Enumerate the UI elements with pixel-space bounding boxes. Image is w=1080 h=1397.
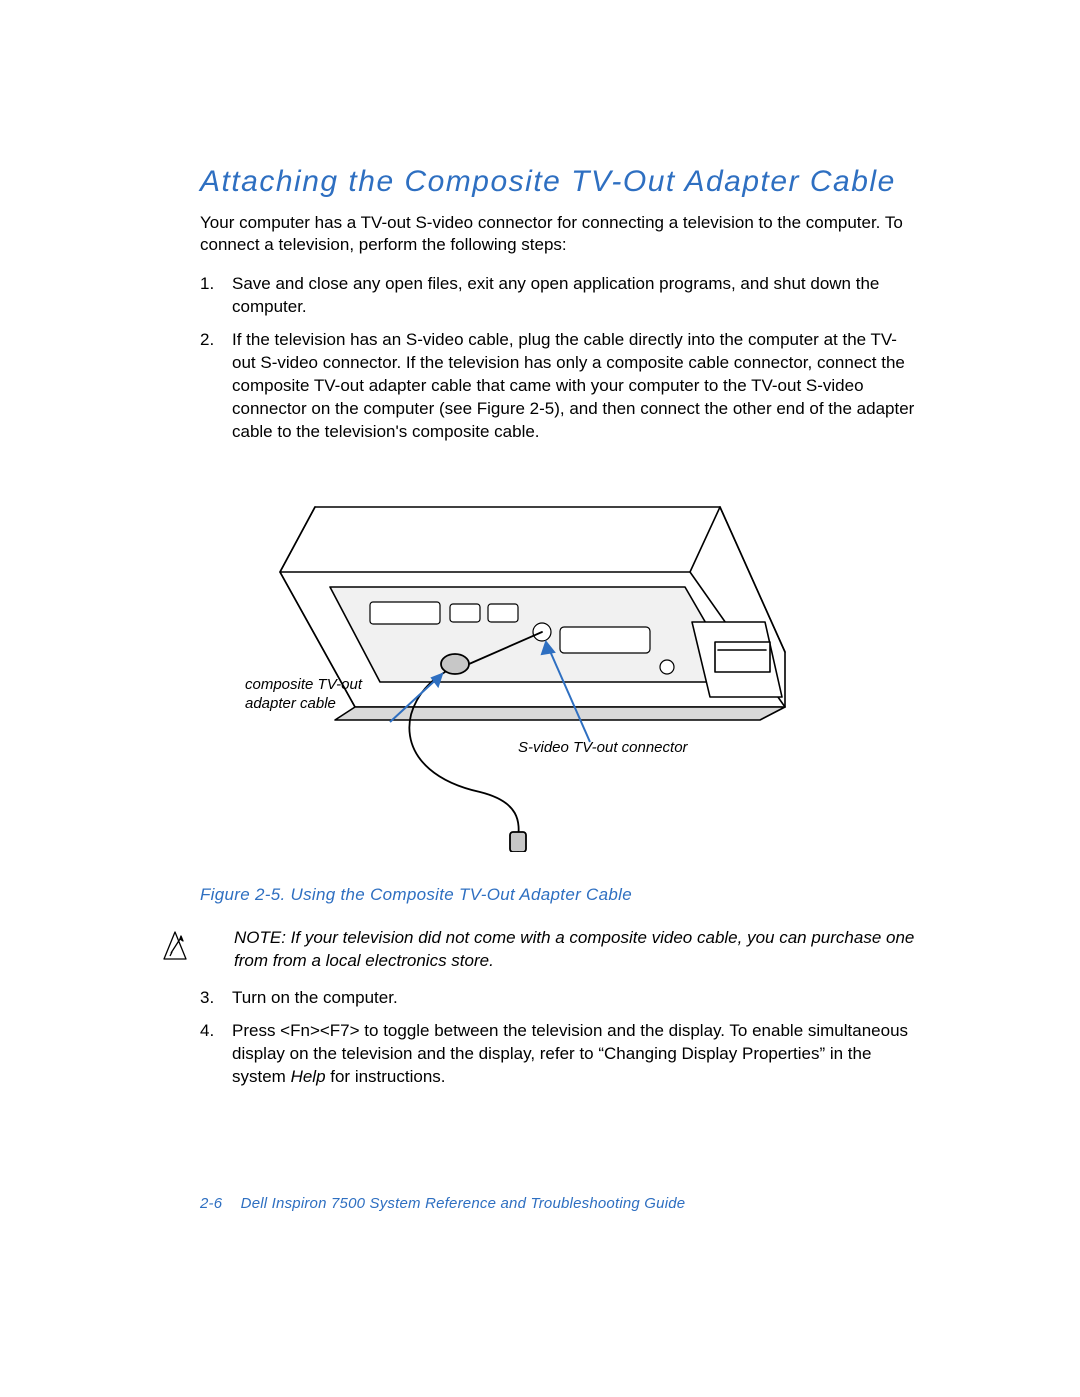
callout-line: adapter cable [245,695,336,712]
step-item: 1. Save and close any open files, exit a… [200,273,920,319]
callout-svideo-connector: S-video TV-out connector [518,738,688,758]
step-number: 3. [200,987,232,1010]
laptop-diagram-illustration [220,472,820,852]
step-text: Save and close any open files, exit any … [232,273,920,319]
steps-list-b: 3. Turn on the computer. 4. Press <Fn><F… [200,987,920,1089]
page-content: Attaching the Composite TV-Out Adapter C… [200,165,920,1099]
figure-2-5: composite TV-out adapter cable S-video T… [200,472,920,867]
step-number: 4. [200,1020,232,1089]
step-text: Turn on the computer. [232,987,920,1010]
step-text-post: for instructions. [326,1067,446,1086]
step-text: If the television has an S-video cable, … [232,329,920,444]
step-number: 1. [200,273,232,319]
step-item: 2. If the television has an S-video cabl… [200,329,920,444]
step-text: Press <Fn><F7> to toggle between the tel… [232,1020,920,1089]
figure-caption: Figure 2-5. Using the Composite TV-Out A… [200,885,920,905]
page-number: 2-6 [200,1195,222,1212]
help-reference: Help [291,1067,326,1086]
book-title: Dell Inspiron 7500 System Reference and … [241,1195,686,1212]
note-icon [160,929,192,968]
note-text: NOTE: If your television did not come wi… [234,927,920,973]
steps-list-a: 1. Save and close any open files, exit a… [200,273,920,444]
callout-composite-cable: composite TV-out adapter cable [245,675,362,714]
step-number: 2. [200,329,232,444]
section-title: Attaching the Composite TV-Out Adapter C… [200,165,920,200]
step-item: 3. Turn on the computer. [200,987,920,1010]
note-block: NOTE: If your television did not come wi… [160,927,920,973]
intro-paragraph: Your computer has a TV-out S-video conne… [200,212,920,258]
step-item: 4. Press <Fn><F7> to toggle between the … [200,1020,920,1089]
page-footer: 2-6 Dell Inspiron 7500 System Reference … [200,1195,685,1212]
callout-line: composite TV-out [245,676,362,693]
